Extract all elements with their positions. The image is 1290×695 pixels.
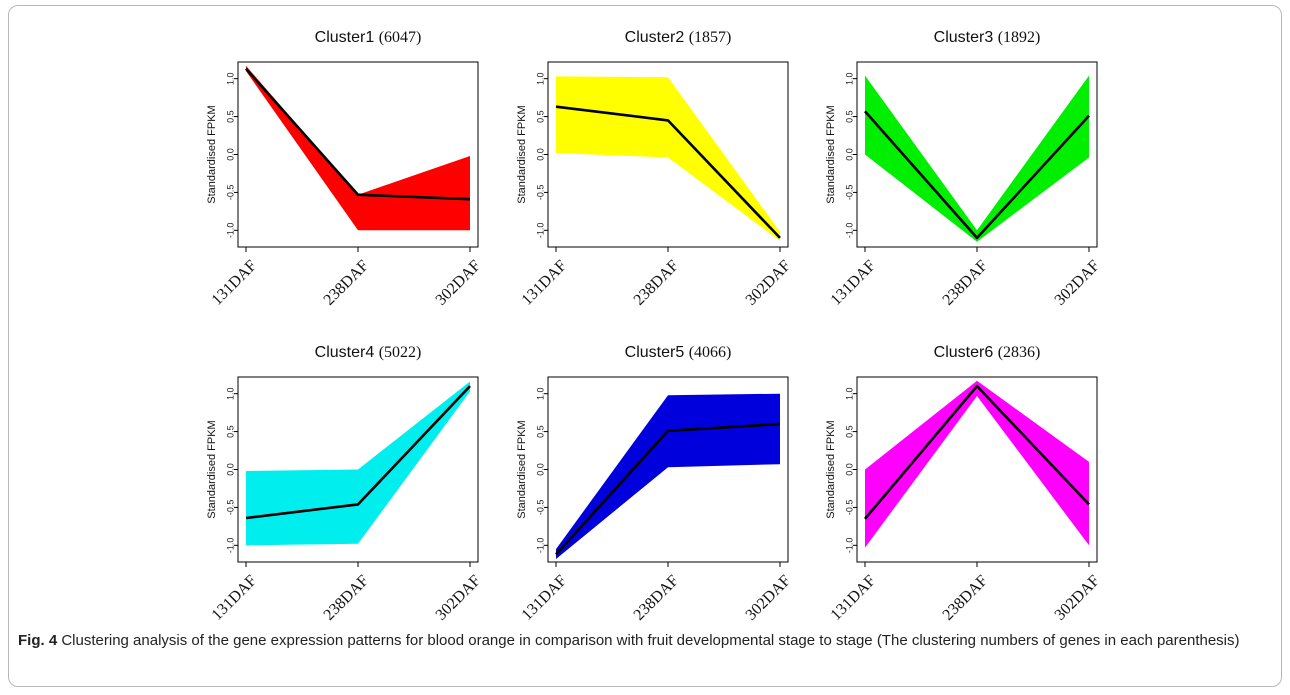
cluster2-ytick-label: 1.0 bbox=[535, 72, 545, 85]
cluster3-xtick-label: 131DAF bbox=[828, 257, 880, 309]
cluster6-mean-line bbox=[864, 384, 1090, 520]
cluster3-title: Cluster3 (1892) bbox=[934, 29, 1041, 46]
figure-frame bbox=[8, 5, 1282, 687]
cluster6-title: Cluster6 (2836) bbox=[934, 344, 1041, 361]
cluster5-title-count: (4066) bbox=[689, 344, 732, 361]
cluster4-xtick-label: 302DAF bbox=[433, 572, 485, 624]
cluster3-ylabel: Standardised FPKM bbox=[825, 105, 837, 203]
cluster5-ytick-label: -1.0 bbox=[535, 538, 545, 554]
cluster4-ytick-label: 0.0 bbox=[225, 463, 235, 476]
cluster4-title-name: Cluster4 bbox=[315, 344, 379, 361]
cluster2-title: Cluster2 (1857) bbox=[625, 29, 732, 46]
cluster3-mean-line bbox=[864, 110, 1090, 240]
cluster1-ytick-label: 0.0 bbox=[225, 148, 235, 161]
cluster3-ytick-label: 1.0 bbox=[844, 72, 854, 85]
cluster4-ylabel: Standardised FPKM bbox=[206, 420, 218, 518]
cluster2-xtick-label: 302DAF bbox=[743, 257, 795, 309]
cluster6-title-name: Cluster6 bbox=[934, 344, 998, 361]
cluster5-band bbox=[556, 393, 780, 559]
cluster1-band bbox=[246, 65, 470, 231]
cluster2-ytick-label: -0.5 bbox=[535, 185, 545, 201]
cluster2-xtick-label: 131DAF bbox=[519, 257, 571, 309]
cluster5-ylabel: Standardised FPKM bbox=[516, 420, 528, 518]
cluster2-ylabel: Standardised FPKM bbox=[516, 105, 528, 203]
cluster2-xtick-label: 238DAF bbox=[631, 257, 683, 309]
cluster4-ytick-label: 1.0 bbox=[225, 387, 235, 400]
cluster6-xtick-label: 131DAF bbox=[828, 572, 880, 624]
cluster1-ylabel: Standardised FPKM bbox=[206, 105, 218, 203]
cluster1-ytick-label: -1.0 bbox=[225, 223, 235, 239]
cluster6-ytick-label: -1.0 bbox=[844, 538, 854, 554]
cluster2-ytick-label: 0.0 bbox=[535, 148, 545, 161]
cluster5-xtick-label: 238DAF bbox=[631, 572, 683, 624]
cluster1-ytick-label: 1.0 bbox=[225, 72, 235, 85]
cluster4-mean-line bbox=[245, 385, 471, 520]
cluster3-band bbox=[865, 75, 1089, 242]
caption-text: Clustering analysis of the gene expressi… bbox=[61, 632, 1240, 649]
cluster3-ytick-label: -1.0 bbox=[844, 223, 854, 239]
cluster5-ytick-label: -0.5 bbox=[535, 500, 545, 516]
cluster1-ytick-label: -0.5 bbox=[225, 185, 235, 201]
cluster6-ylabel: Standardised FPKM bbox=[825, 420, 837, 518]
cluster5-xtick-label: 131DAF bbox=[519, 572, 571, 624]
cluster5-ytick-label: 0.0 bbox=[535, 463, 545, 476]
cluster2-band bbox=[556, 76, 780, 241]
cluster4-ytick-label: 0.5 bbox=[225, 425, 235, 438]
cluster3-title-name: Cluster3 bbox=[934, 29, 998, 46]
cluster6-ytick-label: -0.5 bbox=[844, 500, 854, 516]
cluster3-xtick-label: 302DAF bbox=[1052, 257, 1104, 309]
cluster-figure: 1.0 0.5 0.0 -0.5 -1.0 131DAF 238DAF 302DAF Stand… bbox=[206, 29, 1104, 624]
cluster1-title: Cluster1 (6047) bbox=[315, 29, 422, 46]
cluster3-ytick-label: 0.0 bbox=[844, 148, 854, 161]
cluster2-title-name: Cluster2 bbox=[625, 29, 689, 46]
cluster1-xtick-label: 131DAF bbox=[209, 257, 261, 309]
caption-label: Fig. 4 bbox=[18, 632, 58, 649]
cluster4-title: Cluster4 (5022) bbox=[315, 344, 422, 361]
cluster1-title-count: (6047) bbox=[379, 29, 422, 46]
cluster2-ytick-label: -1.0 bbox=[535, 223, 545, 239]
cluster3-ytick-label: -0.5 bbox=[844, 185, 854, 201]
cluster5-ytick-label: 0.5 bbox=[535, 425, 545, 438]
cluster6-ytick-label: 1.0 bbox=[844, 387, 854, 400]
cluster2-ytick-label: 0.5 bbox=[535, 110, 545, 123]
cluster4-xtick-label: 238DAF bbox=[321, 572, 373, 624]
cluster4-ytick-label: -1.0 bbox=[225, 538, 235, 554]
cluster2-title-count: (1857) bbox=[689, 29, 732, 46]
cluster5-title-name: Cluster5 bbox=[625, 344, 689, 361]
cluster4-xtick-label: 131DAF bbox=[209, 572, 261, 624]
cluster3-xtick-label: 238DAF bbox=[940, 257, 992, 309]
figure-caption: Fig. 4 Clustering analysis of the gene e… bbox=[18, 630, 1268, 652]
cluster4-ytick-label: -0.5 bbox=[225, 500, 235, 516]
cluster5-xtick-label: 302DAF bbox=[743, 572, 795, 624]
cluster4-band bbox=[246, 381, 470, 546]
cluster2-mean-line bbox=[555, 105, 781, 239]
cluster6-title-count: (2836) bbox=[998, 344, 1041, 361]
cluster1-title-name: Cluster1 bbox=[315, 29, 379, 46]
cluster5-mean-line bbox=[555, 422, 781, 556]
cluster3-title-count: (1892) bbox=[998, 29, 1041, 46]
cluster5-title: Cluster5 (4066) bbox=[625, 344, 732, 361]
cluster6-ytick-label: 0.0 bbox=[844, 463, 854, 476]
cluster6-xtick-label: 238DAF bbox=[940, 572, 992, 624]
cluster1-xtick-label: 302DAF bbox=[433, 257, 485, 309]
cluster5-ytick-label: 1.0 bbox=[535, 387, 545, 400]
cluster1-xtick-label: 238DAF bbox=[321, 257, 373, 309]
cluster4-title-count: (5022) bbox=[379, 344, 422, 361]
cluster1-mean-line bbox=[245, 67, 471, 201]
cluster6-ytick-label: 0.5 bbox=[844, 425, 854, 438]
cluster1-ytick-label: 0.5 bbox=[225, 110, 235, 123]
cluster6-xtick-label: 302DAF bbox=[1052, 572, 1104, 624]
cluster3-ytick-label: 0.5 bbox=[844, 110, 854, 123]
cluster6-band bbox=[865, 380, 1089, 548]
